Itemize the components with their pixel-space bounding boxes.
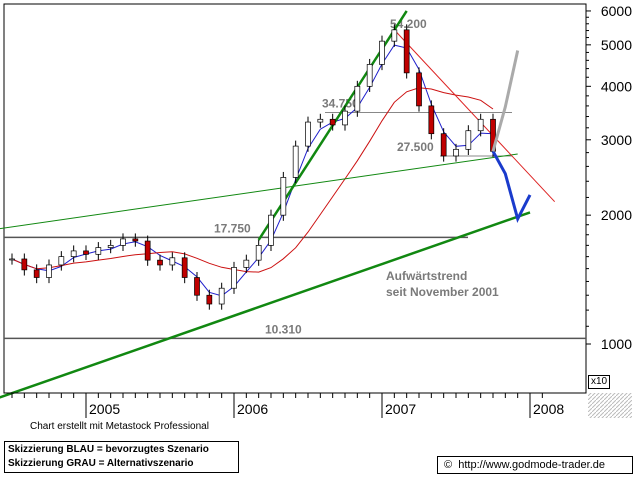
candle-body [58,256,65,266]
copyright-icon: © [444,459,453,471]
candle-body [95,247,102,255]
candle-body [428,105,435,135]
x-tick-label: 2007 [385,401,416,417]
candle-body [218,287,225,305]
candle-body [329,118,336,126]
x-tick-label: 2005 [89,401,120,417]
candle-body [169,257,176,266]
level-label: 34.750 [322,96,359,110]
level-label: 10.310 [265,322,302,336]
grid-lines [85,393,632,418]
candle-body [342,110,348,126]
ma-blue-line [11,44,494,297]
candle-body [132,238,139,242]
candle-body [416,72,422,107]
candle-body [465,130,472,150]
blue-scenario-path [491,150,532,224]
ma-red-line [11,87,494,273]
candle-body [440,133,447,157]
y-tick-label: 2000 [601,207,632,223]
candle-body [144,240,151,261]
grey-scenario-path [491,50,520,152]
candle-body [477,118,484,132]
trend-label-line1: Aufwärtstrend [386,269,467,283]
website-box[interactable]: © http://www.godmode-trader.de [437,456,633,474]
x-axis: 2005 2006 2007 2008 [4,392,586,417]
level-label: 27.500 [397,140,434,154]
candles [9,24,496,310]
candle-body [157,259,163,266]
plot-area [3,3,587,394]
candle-body [366,64,373,87]
thin-green-line [0,153,518,230]
candle-body [9,258,15,261]
trend-label-line2: seit November 2001 [386,285,499,299]
legend-grey: Skizzierung GRAU = Alternativszenario [8,458,194,469]
future-hatch [588,393,632,418]
candle-body [255,245,262,261]
candle-body [403,29,410,74]
candle-body [317,118,324,123]
candle-body [70,250,77,257]
candle-body [33,269,40,278]
scenario-sketches [491,50,532,224]
candle-body [391,29,398,42]
candle-body [21,258,28,271]
annotations: Aufwärtstrend seit November 2001 [386,269,499,299]
candle-body [243,259,250,268]
chart-credit: Chart erstellt mit Metastock Professiona… [30,421,209,432]
candle-body [354,85,361,112]
candle-body [206,294,213,305]
candle-body [194,277,200,296]
downtrend-resistance-line [393,29,556,203]
candle-body [379,40,385,65]
x-tick-label: 2006 [237,401,268,417]
y-tick-label: 3000 [601,132,632,148]
y-tick-label: 4000 [601,78,632,94]
y-tick-label: 6000 [601,3,632,19]
legend-blue: Skizzierung BLAU = bevorzugtes Szenario [8,444,209,455]
candle-body [83,250,89,255]
candle-body [268,214,274,246]
candle-body [231,267,237,289]
candle-body [305,121,311,147]
long-term-uptrend-line [0,211,531,399]
website-link[interactable]: http://www.godmode-trader.de [458,459,605,471]
candle-body [292,145,299,178]
candle-body [46,264,52,278]
candle-body [181,257,188,278]
candle-body [453,148,459,157]
moving-averages [11,44,494,297]
y-tick-label: 5000 [601,37,632,53]
scenario-legend: Skizzierung BLAU = bevorzugtes Szenario … [4,441,239,473]
y-tick-label: 1000 [601,336,632,352]
x-tick-label: 2008 [533,401,564,417]
multiplier-box: x10 [588,375,610,389]
level-label: 17.750 [214,221,251,235]
candle-body [280,177,287,216]
candle-body [120,238,126,246]
y-axis: 6000 5000 4000 3000 2000 1000 [586,3,632,352]
candle-body [107,245,114,248]
